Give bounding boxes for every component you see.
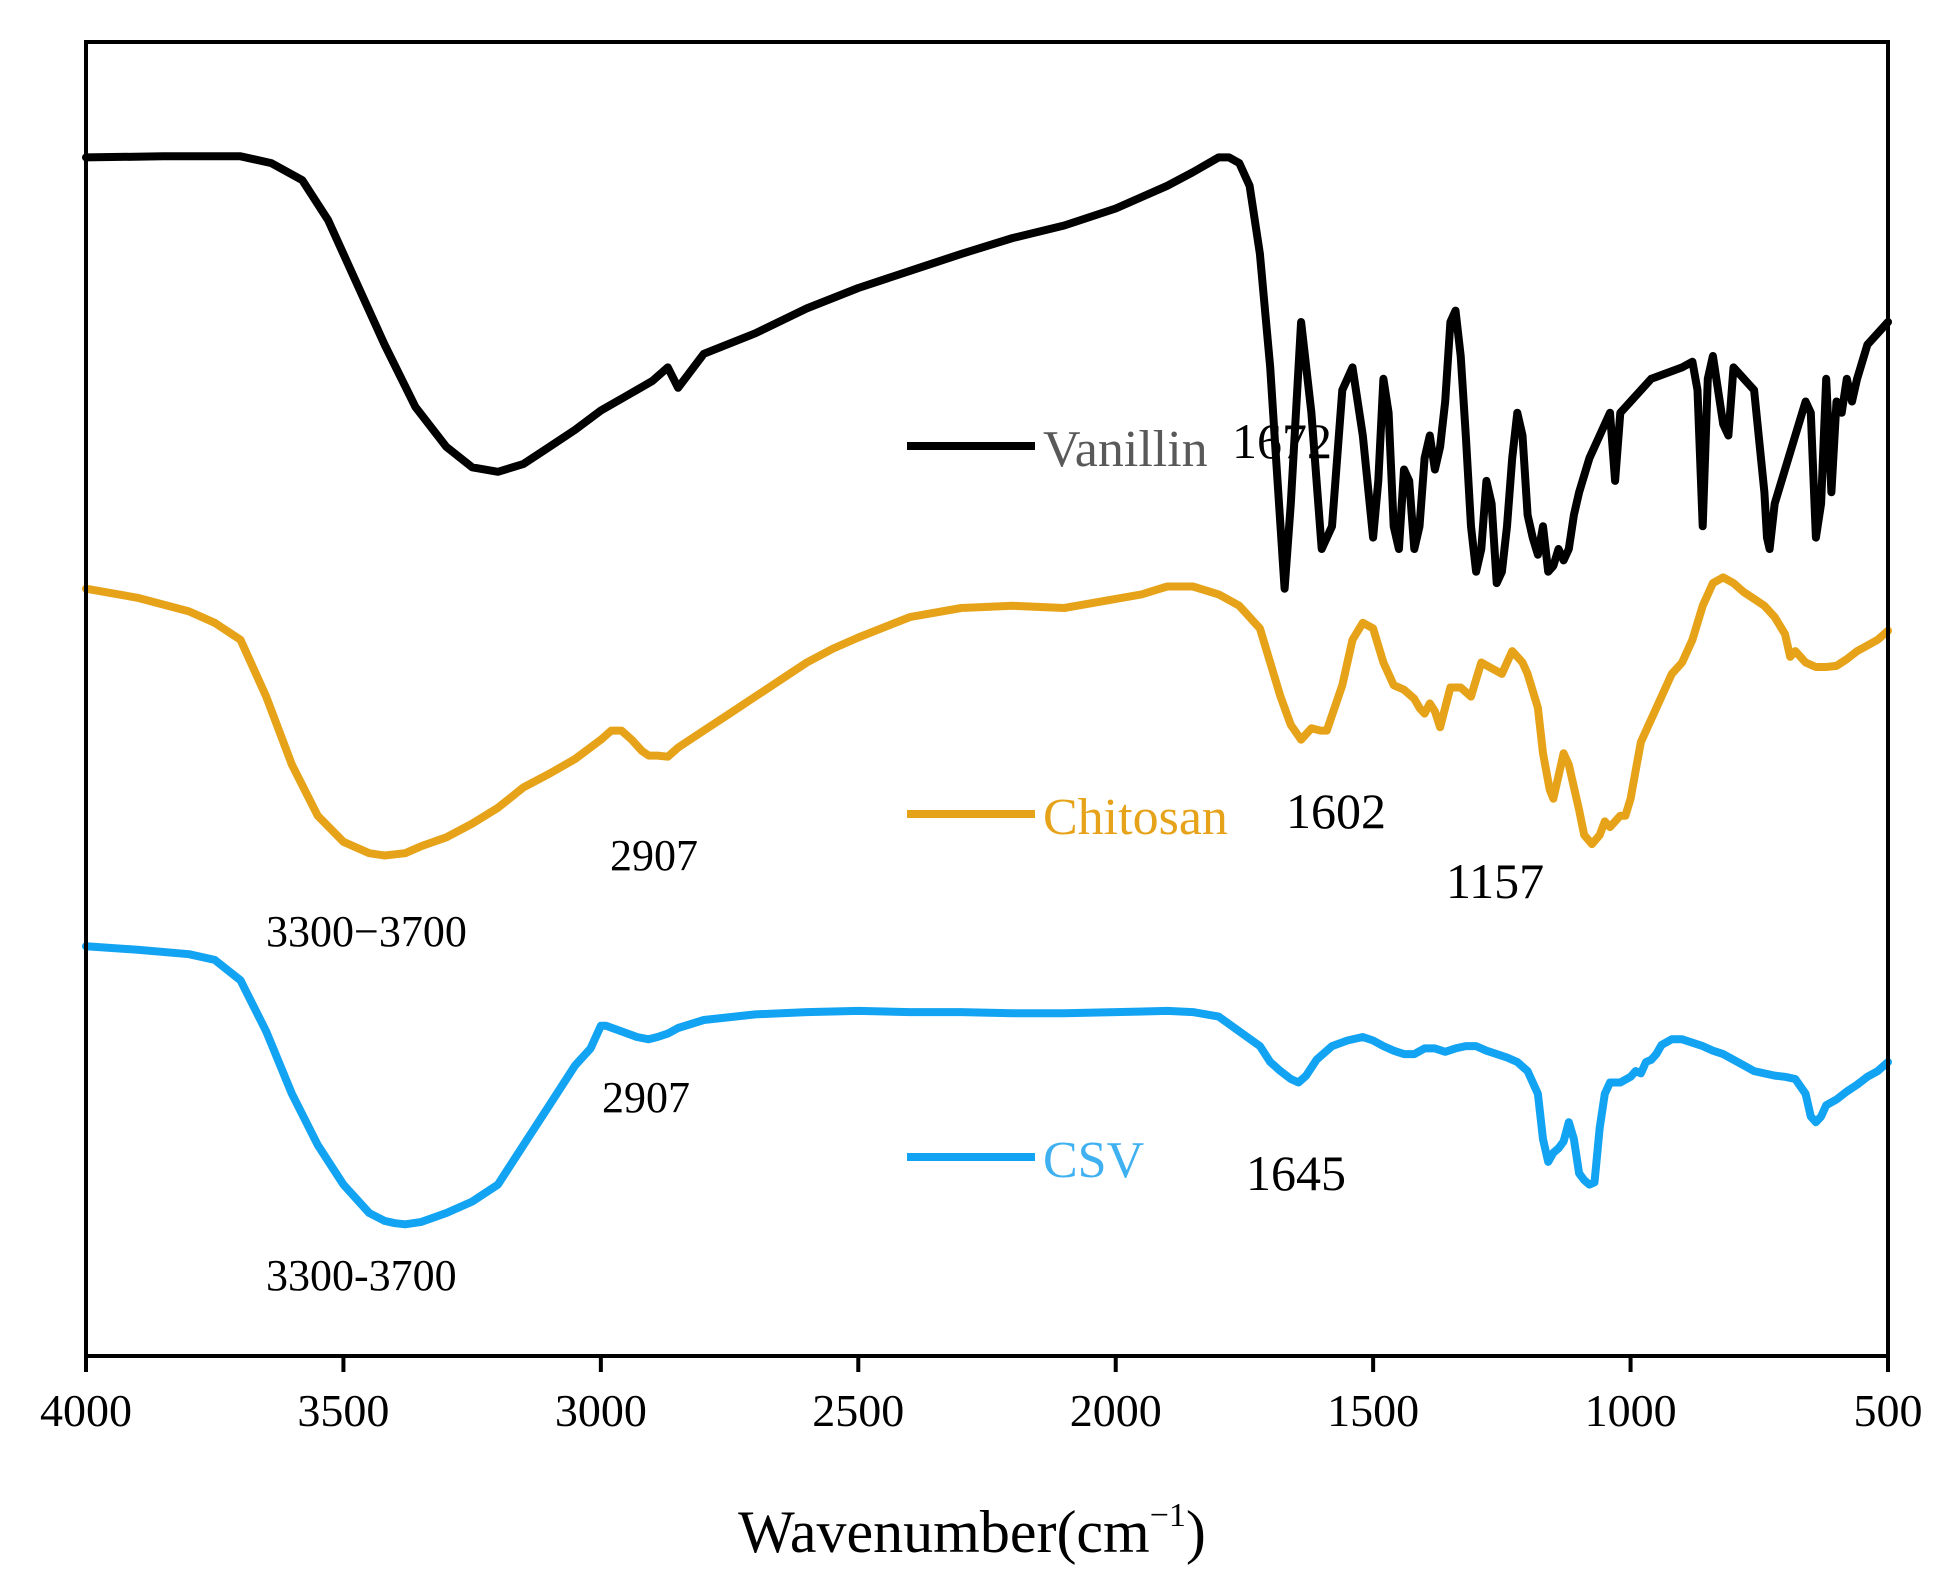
x-axis-title-superscript: −1	[1150, 1497, 1186, 1534]
legend-label-chitosan: Chitosan	[1043, 789, 1228, 846]
legend-label-vanillin: Vanillin	[1043, 421, 1208, 478]
x-axis-title-close: )	[1186, 1499, 1206, 1565]
x-tick-label-1000: 1000	[1585, 1385, 1677, 1436]
annotations: 1672 3300−3700 2907 1602 1157 3300-3700 …	[266, 413, 1544, 1300]
legend: Vanillin Chitosan CSV	[907, 421, 1228, 1189]
series-line-chitosan	[82, 573, 1892, 860]
legend-entry-chitosan: Chitosan	[907, 789, 1228, 846]
series-line-vanillin	[82, 152, 1892, 593]
annotation-chitosan-1602: 1602	[1286, 783, 1386, 839]
series-line-csv	[82, 942, 1892, 1229]
annotation-chitosan-3300-3700: 3300−3700	[266, 907, 467, 956]
x-tick-label-2000: 2000	[1070, 1385, 1162, 1436]
annotation-csv-2907: 2907	[602, 1073, 690, 1122]
legend-label-csv: CSV	[1043, 1132, 1144, 1189]
annotation-chitosan-2907: 2907	[610, 831, 698, 880]
x-tick-label-500: 500	[1854, 1385, 1923, 1436]
x-axis-title-main: Wavenumber(cm	[738, 1499, 1150, 1565]
x-axis: 4000 3500 3000 2500 2000 1500 1000 500	[40, 1356, 1923, 1436]
x-tick-label-1500: 1500	[1327, 1385, 1419, 1436]
legend-entry-vanillin: Vanillin	[907, 421, 1208, 478]
plot-frame	[84, 40, 1890, 1358]
x-tick-label-2500: 2500	[812, 1385, 904, 1436]
legend-entry-csv: CSV	[907, 1132, 1144, 1189]
x-tick-label-3000: 3000	[555, 1385, 647, 1436]
series-layer	[82, 152, 1892, 1229]
x-axis-title: Wavenumber(cm−1)	[738, 1497, 1206, 1565]
x-tick-label-3500: 3500	[297, 1385, 389, 1436]
annotation-vanillin-1672: 1672	[1232, 413, 1332, 469]
annotation-csv-3300-3700: 3300-3700	[266, 1251, 457, 1300]
annotation-csv-1645: 1645	[1246, 1145, 1346, 1201]
x-tick-label-4000: 4000	[40, 1385, 132, 1436]
annotation-chitosan-1157: 1157	[1446, 853, 1544, 909]
